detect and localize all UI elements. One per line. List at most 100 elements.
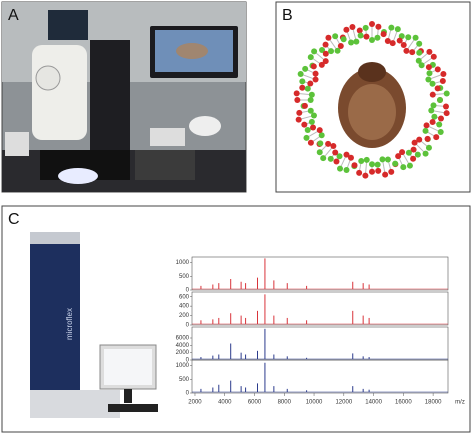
x-tick-label: 16000 xyxy=(395,400,412,406)
instrument-text: microflex xyxy=(65,308,74,340)
dna-bead xyxy=(328,48,334,54)
dna-bead xyxy=(437,97,443,103)
x-tick-label: 6000 xyxy=(248,400,262,406)
dna-bead xyxy=(375,168,381,174)
dna-bead xyxy=(364,157,370,163)
y-tick-label: 400 xyxy=(179,304,190,310)
dna-bead xyxy=(313,71,319,77)
dna-bead xyxy=(308,54,314,60)
dna-bead xyxy=(395,26,401,32)
microscope-stand xyxy=(90,40,130,160)
dna-bead xyxy=(444,110,450,116)
panel-label: B xyxy=(282,7,293,24)
dna-bead xyxy=(426,64,432,70)
dna-bead xyxy=(320,155,326,161)
x-tick-label: 12000 xyxy=(335,400,352,406)
dna-bead xyxy=(358,33,364,39)
dna-bead xyxy=(388,25,394,31)
dna-bead xyxy=(363,25,369,31)
dna-bead xyxy=(375,162,381,168)
dna-bead xyxy=(356,170,362,176)
dna-bead xyxy=(426,49,432,55)
dna-bead xyxy=(382,172,388,178)
dna-bead xyxy=(435,66,441,72)
dna-bead xyxy=(302,66,308,72)
dna-bead xyxy=(303,135,309,141)
dna-bead xyxy=(416,50,422,56)
monitor-screen xyxy=(104,349,152,385)
instrument-base xyxy=(30,390,120,418)
dna-bead xyxy=(415,152,421,158)
y-tick-label: 4000 xyxy=(176,343,190,349)
dna-bead xyxy=(413,35,419,41)
dna-bead xyxy=(385,156,391,162)
dna-bead xyxy=(430,119,436,125)
dna-bead xyxy=(407,163,413,169)
dna-bead xyxy=(369,169,375,175)
dna-bead xyxy=(308,140,314,146)
y-tick-label: 1000 xyxy=(176,363,190,369)
dna-bead xyxy=(349,24,355,30)
dna-bead xyxy=(302,103,308,109)
dna-bead xyxy=(428,107,434,113)
dna-bead xyxy=(332,33,338,39)
microscope-body xyxy=(32,45,87,140)
panel-b: B xyxy=(276,2,470,192)
y-tick-label: 6000 xyxy=(176,336,190,342)
dna-bead xyxy=(343,27,349,33)
dna-bead xyxy=(433,134,439,140)
dna-bead xyxy=(395,153,401,159)
dna-bead xyxy=(431,54,437,60)
dna-bead xyxy=(410,156,416,162)
panel-a: A xyxy=(2,2,246,192)
dna-bead xyxy=(423,151,429,157)
dna-bead xyxy=(311,63,317,69)
device xyxy=(5,132,29,156)
dna-bead xyxy=(375,24,381,30)
x-axis-label: m/z xyxy=(455,400,465,406)
x-tick-label: 8000 xyxy=(278,400,292,406)
dna-bead xyxy=(309,119,315,125)
dna-bead xyxy=(438,129,444,135)
dna-bead xyxy=(400,164,406,170)
keypad xyxy=(150,128,185,146)
dna-bead xyxy=(436,121,442,127)
dna-bead xyxy=(348,39,354,45)
dna-bead xyxy=(310,125,316,131)
x-tick-label: 18000 xyxy=(425,400,442,406)
dna-bead xyxy=(381,31,387,37)
dna-bead xyxy=(296,117,302,123)
dna-bead xyxy=(358,158,364,164)
monitor-stand xyxy=(124,389,132,403)
dna-bead xyxy=(363,34,369,40)
camera xyxy=(48,10,88,40)
dna-bead xyxy=(338,43,344,49)
instrument-top xyxy=(30,232,80,244)
dna-bead xyxy=(416,41,422,47)
dna-bead xyxy=(308,97,314,103)
x-tick-label: 4000 xyxy=(218,400,232,406)
panel-label: C xyxy=(8,211,20,228)
dna-bead xyxy=(431,114,437,120)
y-tick-label: 2000 xyxy=(176,350,190,356)
dna-bead xyxy=(369,37,375,43)
dna-bead xyxy=(352,162,358,168)
controller xyxy=(135,150,195,180)
dna-bead xyxy=(430,92,436,98)
dna-bead xyxy=(337,166,343,172)
dna-bead xyxy=(301,122,307,128)
dna-bead xyxy=(298,71,304,77)
dna-bead xyxy=(390,40,396,46)
y-tick-label: 200 xyxy=(179,313,190,319)
dna-bead xyxy=(328,156,334,162)
dna-bead xyxy=(308,108,314,114)
dna-bead xyxy=(412,140,418,146)
dna-bead xyxy=(409,49,415,55)
dna-bead xyxy=(332,150,338,156)
dna-bead xyxy=(307,80,313,86)
dna-bead xyxy=(401,42,407,48)
x-tick-label: 10000 xyxy=(306,400,323,406)
dna-bead xyxy=(369,161,375,167)
dna-bead xyxy=(426,70,432,76)
